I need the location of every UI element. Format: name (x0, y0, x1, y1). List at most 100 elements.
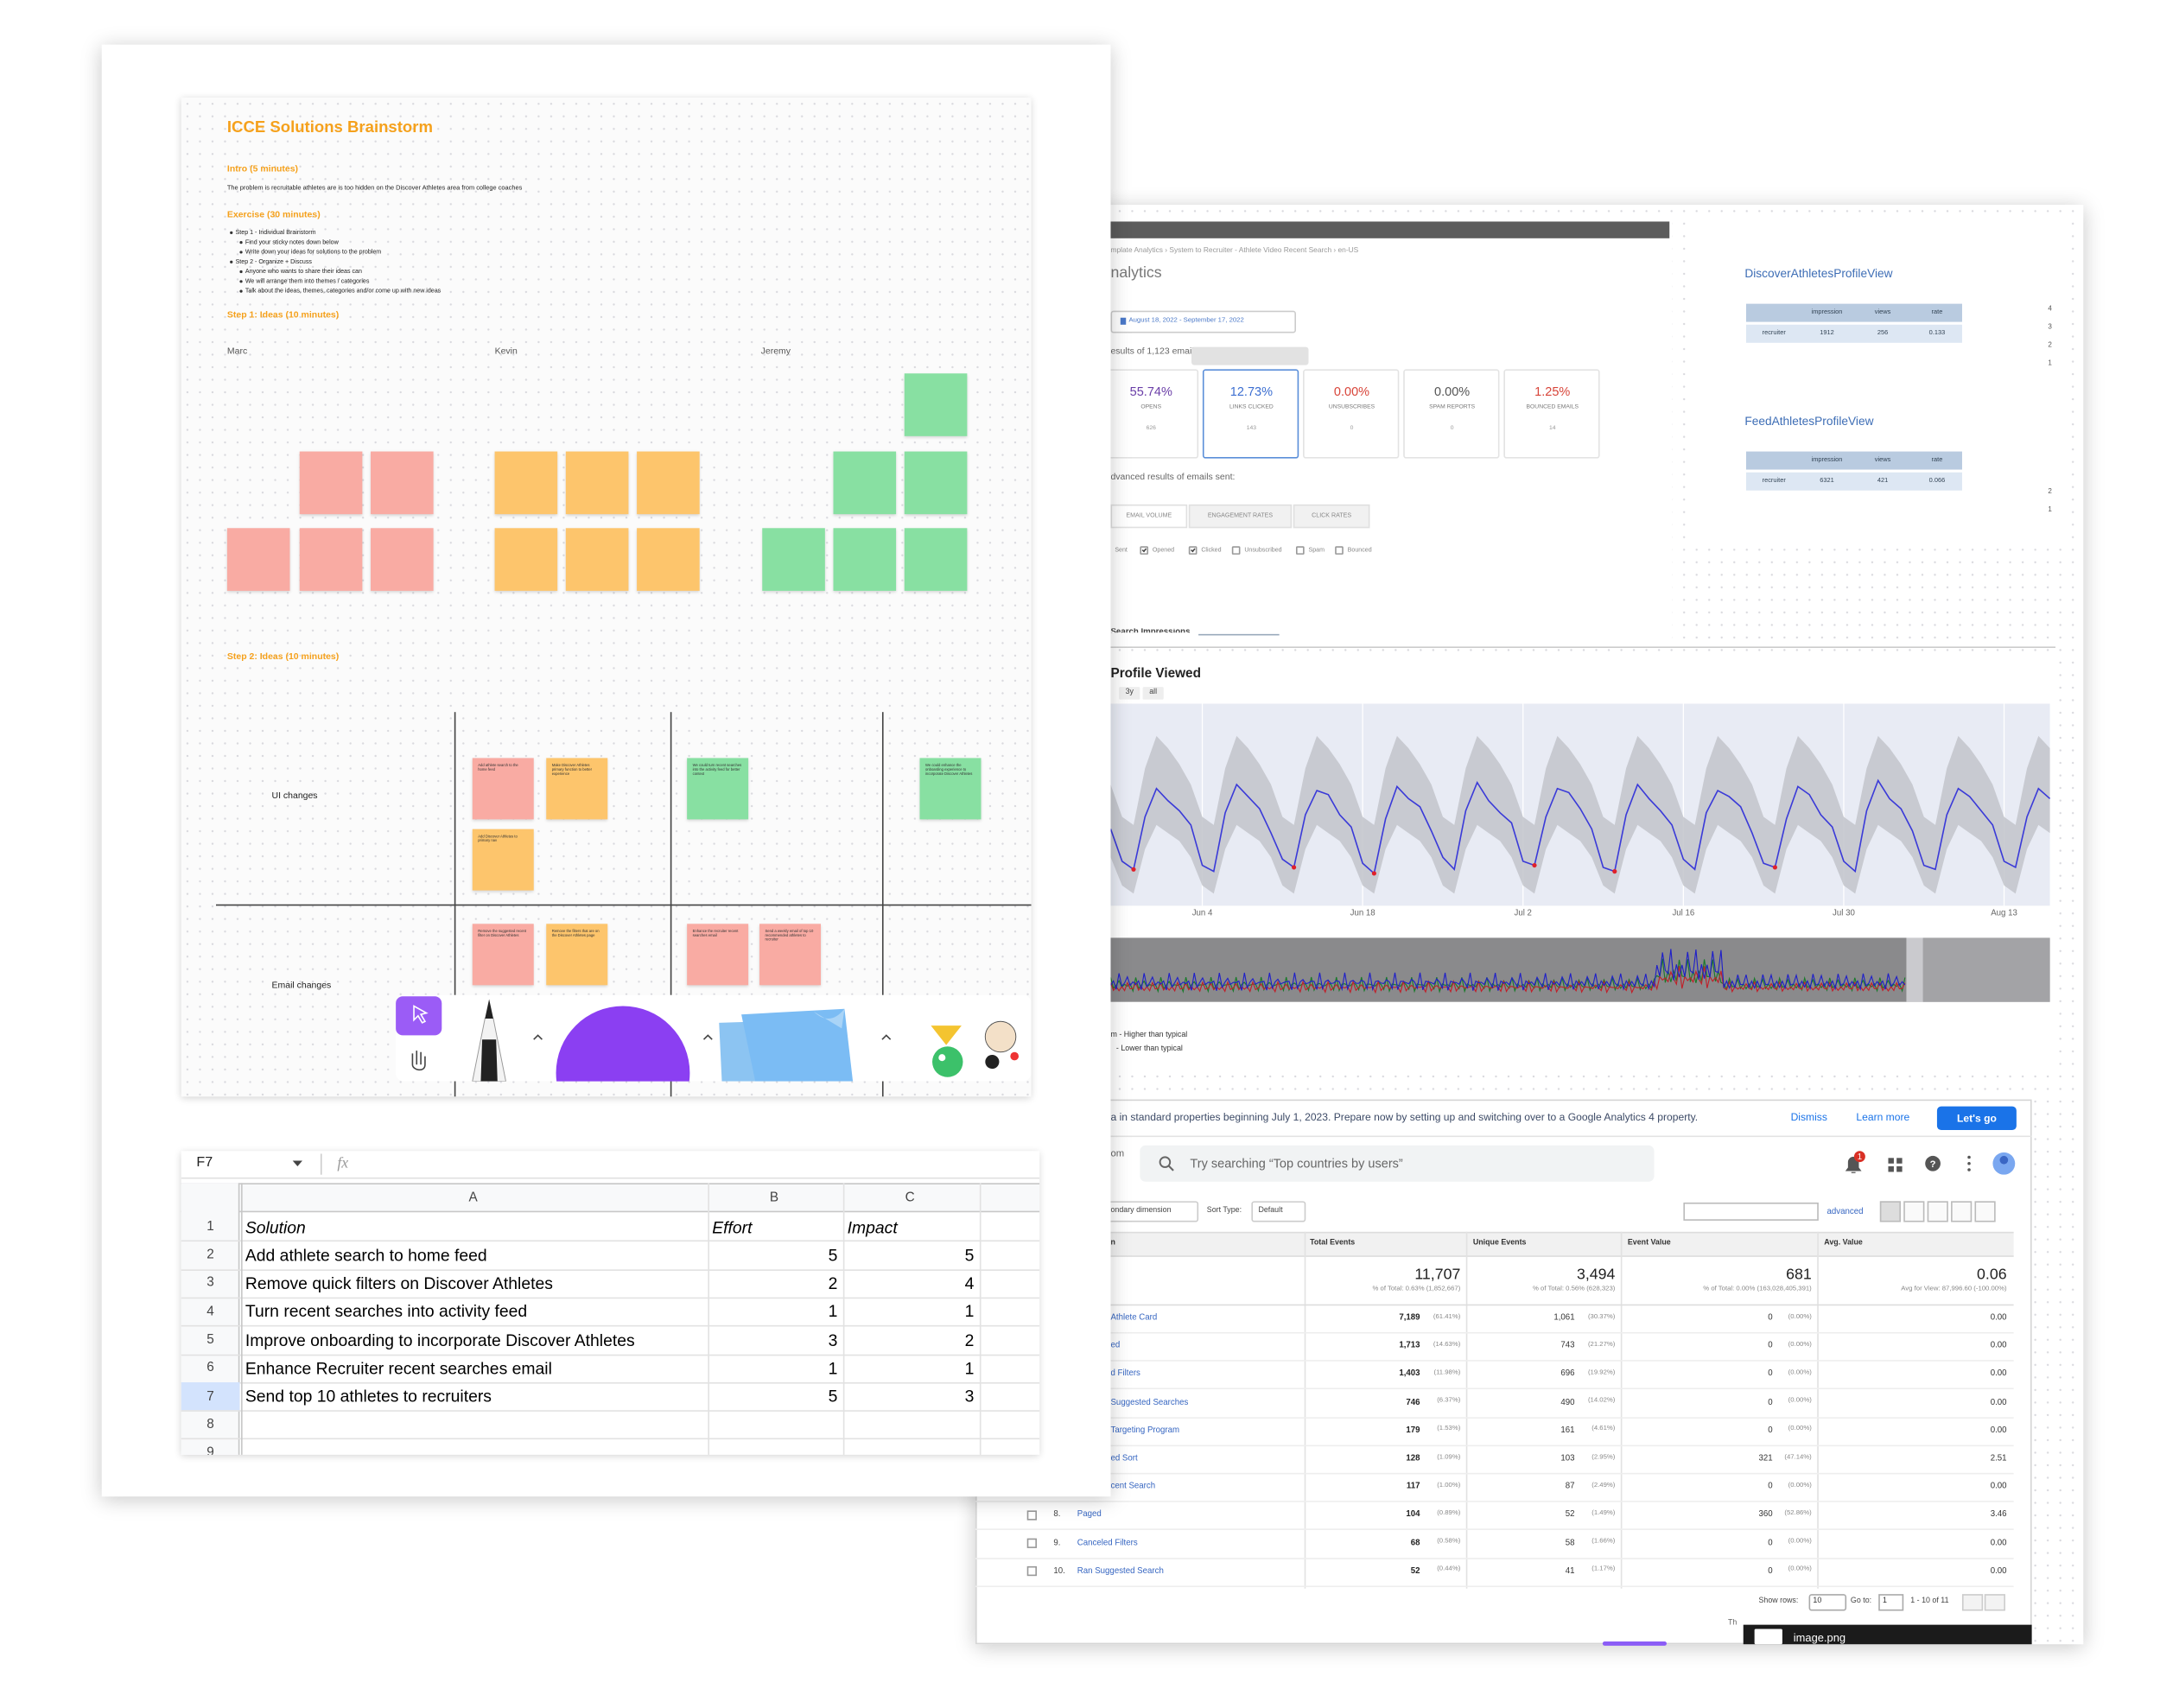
filter-input[interactable] (1683, 1202, 1819, 1221)
row-name[interactable]: d Filters (1110, 1370, 1140, 1379)
stat-box[interactable] (1403, 369, 1500, 459)
sticky-note[interactable]: We could turn recent searches into the a… (687, 758, 749, 820)
sticky-note[interactable] (762, 528, 825, 591)
sticky-note[interactable] (565, 528, 629, 591)
sticky-note[interactable]: Add Discover Athletes to primary nav (472, 829, 534, 891)
learn-more-link[interactable]: Learn more (1856, 1110, 1910, 1124)
range-button-label[interactable]: 3y (1125, 688, 1134, 697)
checkbox[interactable] (1140, 546, 1149, 555)
view-toggle[interactable] (1974, 1201, 1996, 1222)
chevron (881, 1034, 892, 1040)
row-divider (975, 1501, 2014, 1503)
sticky-note[interactable] (226, 528, 290, 591)
range-button[interactable] (1119, 687, 1140, 700)
view-toggle[interactable] (1927, 1201, 1948, 1222)
page-range: 1 - 10 of 11 (1910, 1597, 1949, 1606)
column-header: Total Events (1310, 1239, 1356, 1248)
lets-go-button[interactable] (1936, 1106, 2017, 1131)
goto-input[interactable] (1878, 1594, 1904, 1611)
navigator (1110, 937, 2050, 1002)
column-header-row (181, 1183, 1040, 1213)
sticky-note[interactable]: Enhance the recruiter recent searches em… (687, 924, 749, 986)
event-value: 0 (1768, 1342, 1773, 1351)
sticky-note[interactable]: Remove the filters that are on the Disco… (546, 924, 608, 986)
name-box[interactable]: F7 (196, 1155, 213, 1171)
sticky-note[interactable]: Make Discover Athletes primary function … (546, 758, 608, 820)
lets-go-label[interactable]: Let's go (1956, 1111, 1997, 1125)
event-value-pct: (0.00%) (1788, 1566, 1812, 1574)
row-name[interactable]: Suggested Searches (1110, 1398, 1189, 1407)
sticky-note[interactable] (833, 451, 897, 515)
sticky-note[interactable] (299, 451, 363, 515)
stat-box[interactable] (1503, 369, 1600, 459)
tab[interactable] (1188, 504, 1293, 529)
sticky-note[interactable] (833, 528, 897, 591)
stat-value: 0.00% (1434, 384, 1471, 398)
sticky-note[interactable]: We could enhance the onboarding experien… (919, 758, 982, 820)
sticky-note[interactable] (637, 451, 700, 515)
checkbox[interactable] (1231, 546, 1241, 555)
range-button[interactable] (1142, 687, 1164, 700)
sticky-note[interactable] (371, 451, 434, 515)
row-checkbox[interactable] (1026, 1510, 1037, 1521)
tab[interactable] (1293, 504, 1370, 529)
dismiss-link[interactable]: Dismiss (1790, 1110, 1827, 1124)
sticky-note[interactable] (494, 451, 558, 515)
sticky-note[interactable] (371, 528, 434, 591)
checkbox[interactable] (1295, 546, 1305, 555)
row-name[interactable]: ed Sort (1110, 1454, 1138, 1464)
row-name[interactable]: cent Search (1110, 1483, 1156, 1492)
sticky-note[interactable]: Send a weekly email of top 10 recommende… (759, 924, 821, 986)
sticky-note[interactable]: Add athlete search to the home feed (472, 758, 534, 820)
goto[interactable]: 1 (1883, 1597, 1887, 1606)
stat-box[interactable] (1303, 369, 1400, 459)
tab-label[interactable]: CLICK RATES (1312, 511, 1352, 519)
table-cell: 421 (1877, 476, 1889, 484)
sticky-note[interactable] (904, 528, 968, 591)
row-name[interactable]: Ran Suggested Search (1077, 1567, 1164, 1576)
unique-events: 103 (1560, 1454, 1575, 1464)
row-checkbox[interactable] (1026, 1566, 1037, 1577)
table-cell: recruiter (1762, 328, 1786, 337)
navigator-trace (1110, 949, 1906, 992)
sticky-note[interactable] (565, 451, 629, 515)
view-toggle[interactable] (1903, 1201, 1925, 1222)
section-title: Search Impressions (1110, 628, 1190, 632)
sticky-note[interactable] (494, 528, 558, 591)
next-page[interactable] (1984, 1594, 2005, 1611)
ga-banner: a in standard properties beginning July … (1110, 1110, 1699, 1124)
advanced-link[interactable]: advanced (1826, 1207, 1864, 1216)
row-name[interactable]: Canceled Filters (1077, 1539, 1138, 1548)
sort-type[interactable]: Default (1258, 1206, 1283, 1216)
row-name[interactable]: Paged (1077, 1511, 1102, 1520)
sticky-note[interactable]: Remove the suggested recent filter on Di… (472, 924, 534, 986)
view-toggle[interactable] (1879, 1201, 1901, 1222)
total-events-pct: (0.58%) (1437, 1538, 1461, 1546)
column-line (842, 1183, 845, 1455)
stat-box[interactable] (1202, 369, 1299, 459)
sticky-note[interactable] (904, 451, 968, 515)
sticky-note[interactable] (904, 373, 968, 436)
unique-events: 87 (1565, 1483, 1575, 1492)
show-rows-select[interactable] (1808, 1594, 1847, 1611)
row-name[interactable]: Athlete Card (1110, 1313, 1158, 1323)
list-subitem: We will arrange them into themes / categ… (245, 276, 370, 284)
checkbox[interactable] (1188, 546, 1198, 555)
view-toggle[interactable] (1951, 1201, 1973, 1222)
stat-box[interactable] (1102, 369, 1199, 459)
search-box[interactable] (1140, 1145, 1655, 1182)
tab-label[interactable]: EMAIL VOLUME (1126, 511, 1172, 519)
row-name[interactable]: ed (1110, 1342, 1121, 1351)
sticky-note[interactable] (637, 528, 700, 591)
row-checkbox[interactable] (1026, 1538, 1037, 1549)
tab-label[interactable]: ENGAGEMENT RATES (1207, 511, 1274, 519)
date-picker[interactable] (1110, 310, 1296, 333)
sticky-note[interactable] (299, 528, 363, 591)
show-rows[interactable]: 10 (1813, 1597, 1822, 1606)
range-button-label[interactable]: all (1149, 688, 1158, 697)
row-name[interactable]: Targeting Program (1110, 1426, 1180, 1435)
sort-select[interactable] (1251, 1201, 1306, 1222)
tab[interactable] (1110, 504, 1188, 529)
prev-page[interactable] (1961, 1594, 1984, 1611)
checkbox[interactable] (1335, 546, 1344, 555)
